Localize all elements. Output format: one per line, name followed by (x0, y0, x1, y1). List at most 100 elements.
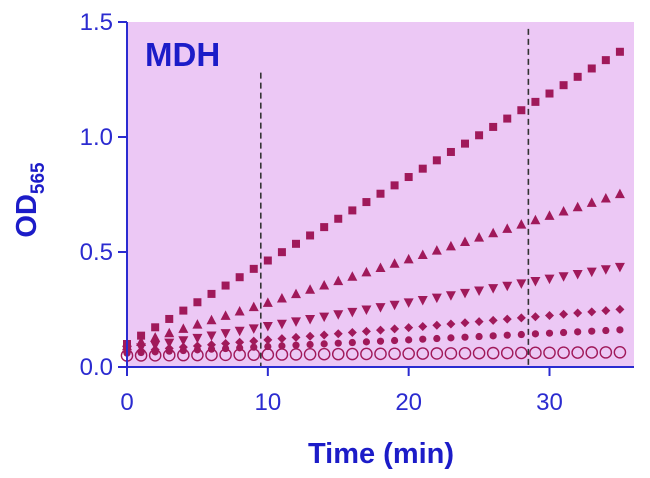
data-point-circle (433, 334, 441, 343)
data-point-square (207, 289, 216, 298)
data-point-square (334, 214, 343, 223)
data-point-open-circle (613, 345, 627, 359)
data-point-triangle-down (333, 310, 344, 320)
x-tick-label: 10 (254, 389, 281, 416)
data-point-triangle-down (164, 338, 175, 349)
data-point-diamond (277, 334, 287, 344)
data-point-triangle-down (206, 331, 217, 342)
data-point-triangle-down (361, 305, 372, 315)
data-point-triangle-up (206, 314, 217, 325)
data-point-open-circle (444, 347, 458, 360)
data-point-triangle-down (375, 303, 386, 313)
data-point-open-circle (162, 348, 176, 362)
data-point-square (489, 122, 498, 131)
data-point-triangle-up (220, 310, 231, 320)
data-point-square (221, 281, 230, 290)
data-point-triangle-down (403, 298, 414, 308)
data-point-open-circle (458, 346, 472, 360)
data-point-open-circle (346, 347, 359, 361)
y-axis-title: OD565 (11, 162, 49, 238)
tick-labels: 0.0 0.5 1.0 1.5 0 10 20 30 (80, 9, 563, 416)
data-point-circle (264, 342, 272, 351)
data-point-triangle-up (614, 188, 625, 199)
data-point-square (348, 206, 357, 215)
data-point-diamond (291, 332, 301, 342)
data-point-diamond (404, 323, 414, 333)
data-point-circle (278, 342, 286, 350)
data-point-open-circle (247, 348, 261, 361)
data-point-triangle-down (291, 317, 301, 327)
data-point-square (151, 323, 160, 332)
data-point-square (475, 131, 484, 140)
x-axis-title: Time (min) (308, 438, 454, 470)
data-point-square (376, 189, 385, 198)
data-point-open-circle (374, 347, 387, 361)
data-point-open-circle (557, 346, 570, 359)
y-tick-label: 1.5 (80, 9, 113, 36)
data-point-triangle-down (347, 307, 358, 318)
data-point-triangle-up (347, 271, 358, 281)
reference-lines (259, 28, 530, 367)
data-point-triangle-down (586, 267, 597, 278)
y-axis-title-main: OD (11, 194, 43, 238)
data-point-triangle-down (220, 329, 231, 339)
data-point-square (503, 114, 512, 123)
data-point-square (587, 64, 596, 73)
data-point-diamond (333, 329, 343, 339)
data-point-triangle-up (600, 193, 611, 203)
data-point-square (461, 139, 469, 148)
data-point-diamond (559, 309, 569, 319)
data-point-triangle-down (544, 274, 555, 285)
data-point-triangle-down (417, 296, 428, 306)
data-point-triangle-down (572, 269, 583, 280)
data-point-diamond (587, 307, 597, 317)
data-point-circle (461, 333, 469, 341)
data-point-triangle-up (403, 253, 414, 264)
data-point-circle (405, 336, 413, 344)
data-point-open-circle (500, 346, 514, 360)
data-point-triangle-up (333, 275, 344, 286)
data-point-open-circle (177, 348, 190, 362)
data-point-open-circle (543, 346, 556, 360)
data-point-triangle-up (248, 301, 259, 312)
data-point-triangle-down (178, 336, 189, 346)
data-point-open-circle (571, 346, 584, 359)
chart-title: MDH (145, 36, 220, 73)
data-point-open-circle (191, 348, 204, 362)
data-point-triangle-down (474, 286, 485, 297)
data-point-circle (376, 337, 385, 345)
data-point-triangle-up (488, 227, 499, 238)
data-point-triangle-down (389, 300, 400, 311)
data-point-square (418, 164, 427, 173)
data-point-triangle-up (544, 210, 555, 220)
data-point-square (573, 72, 582, 81)
data-point-triangle-up (530, 214, 541, 225)
data-point-triangle-down (305, 314, 316, 325)
data-point-open-circle (205, 348, 218, 362)
data-point-triangle-down (516, 279, 527, 289)
data-point-triangle-down (248, 324, 259, 334)
data-point-triangle-down (319, 312, 330, 323)
data-point-triangle-up (319, 279, 330, 290)
data-point-open-circle (472, 346, 486, 360)
data-point-circle (292, 341, 300, 349)
data-point-circle (545, 329, 554, 337)
data-point-triangle-up (389, 258, 400, 268)
data-point-circle (419, 335, 427, 343)
data-point-open-circle (233, 348, 246, 362)
data-point-square (235, 273, 244, 282)
data-point-open-circle (275, 348, 289, 361)
data-point-triangle-up (164, 327, 175, 338)
x-tick-label: 30 (536, 389, 563, 416)
data-point-triangle-down (614, 262, 625, 273)
data-point-circle (489, 332, 497, 340)
data-point-square (601, 56, 610, 65)
data-point-circle (517, 330, 525, 339)
data-point-open-circle (360, 347, 373, 361)
data-point-triangle-down (234, 326, 245, 337)
data-point-square (263, 256, 272, 265)
data-point-triangle-up (572, 201, 583, 212)
data-point-triangle-up (558, 206, 569, 216)
data-point-circle (348, 338, 356, 347)
